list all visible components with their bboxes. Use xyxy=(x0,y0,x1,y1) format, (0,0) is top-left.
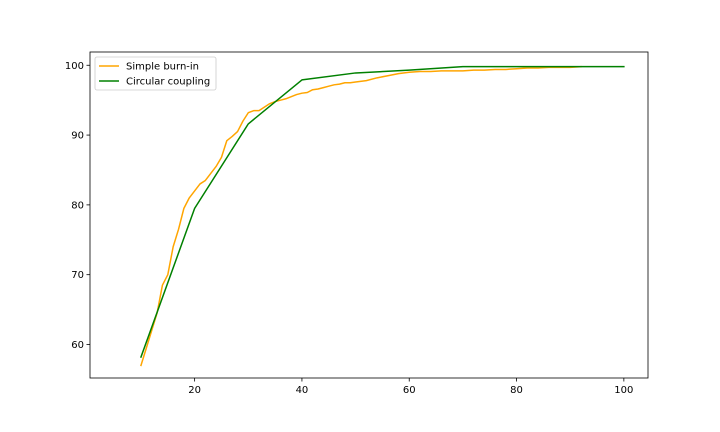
x-tick-label: 60 xyxy=(403,385,416,396)
y-tick-label: 90 xyxy=(71,131,84,142)
x-tick-label: 40 xyxy=(296,385,309,396)
y-tick-label: 80 xyxy=(71,200,84,211)
y-tick-label: 70 xyxy=(71,270,84,281)
y-axis: 60 70 80 90 100 xyxy=(65,61,90,351)
x-tick-label: 20 xyxy=(188,385,201,396)
series-line-circular-coupling xyxy=(140,65,625,359)
x-axis: 20 40 60 80 100 xyxy=(188,378,633,396)
x-tick-label: 100 xyxy=(614,385,633,396)
series-line-simple-burn-in xyxy=(140,65,582,367)
legend-box xyxy=(94,56,217,91)
axes-frame xyxy=(89,51,649,379)
x-tick-label: 80 xyxy=(510,385,523,396)
y-tick-label: 100 xyxy=(65,61,84,72)
y-tick-label: 60 xyxy=(71,340,84,351)
series-layer xyxy=(140,65,625,367)
legend-label-simple-burn-in: Simple burn-in xyxy=(126,62,199,73)
legend: Simple burn-in Circular coupling xyxy=(94,56,217,91)
legend-label-circular-coupling: Circular coupling xyxy=(126,77,210,88)
